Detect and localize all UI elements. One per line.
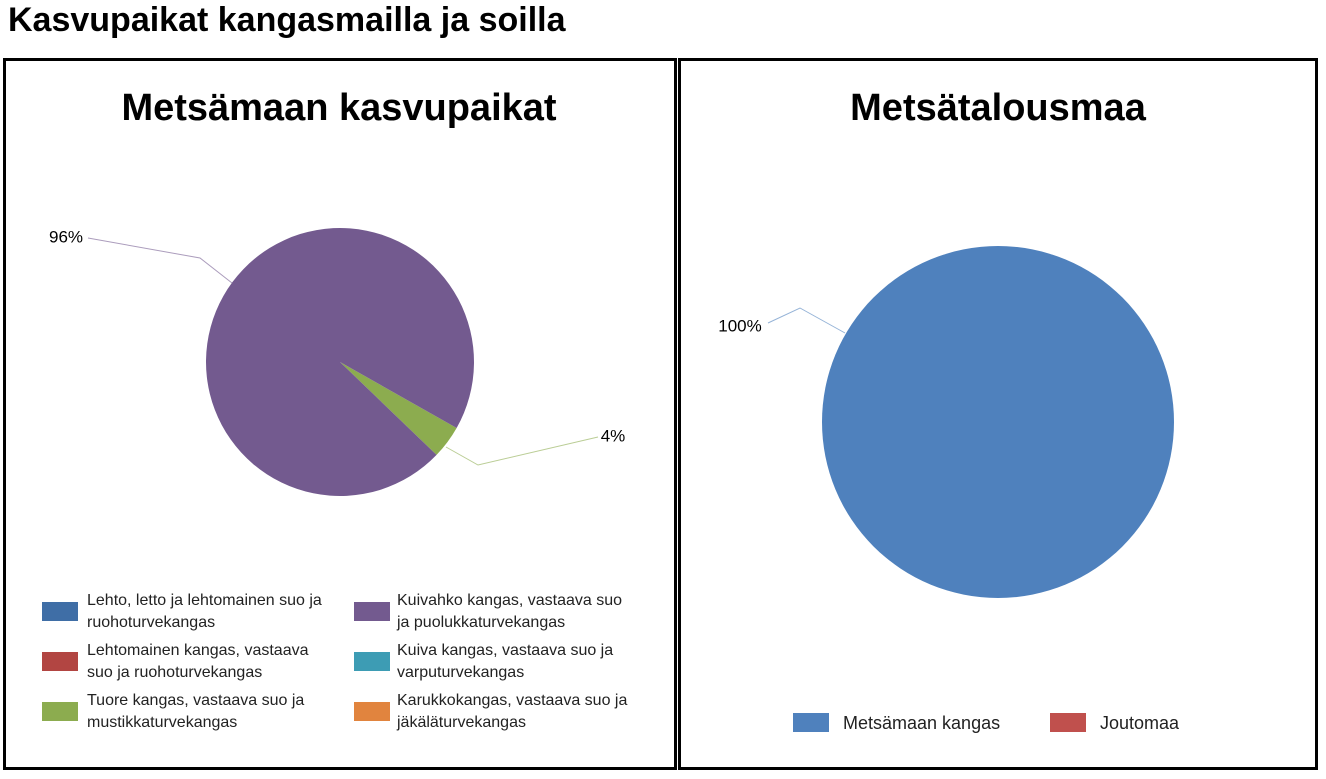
pie-slice <box>206 227 474 496</box>
data-label: 100% <box>718 316 761 335</box>
legend-swatch <box>354 602 390 621</box>
page-title: Kasvupaikat kangasmailla ja soilla <box>8 1 567 39</box>
legend-swatch <box>42 702 78 721</box>
legend-swatch <box>793 713 829 732</box>
panel-border <box>3 58 677 770</box>
leader-line <box>767 307 846 334</box>
legend-swatch <box>42 652 78 671</box>
leader-line <box>445 436 599 466</box>
pie-slice <box>340 362 457 455</box>
data-label: 4% <box>601 426 626 445</box>
legend-label: Karukkokangas, vastaava suo ja jäkälätur… <box>397 692 628 731</box>
legend-label: Kuivahko kangas, vastaava suo ja puolukk… <box>397 592 623 631</box>
leader-line <box>87 237 233 284</box>
panel-border <box>678 58 1318 770</box>
chart-title: Metsätalousmaa <box>850 87 1147 129</box>
data-label: 96% <box>49 227 83 246</box>
legend-swatch <box>42 602 78 621</box>
legend-label: Joutomaa <box>1100 713 1180 733</box>
pie-slice <box>822 246 1174 598</box>
legend-swatch <box>354 702 390 721</box>
legend-label: Metsämaan kangas <box>843 713 1001 733</box>
legend-label: Lehto, letto ja lehtomainen suo ja ruoho… <box>87 592 322 631</box>
legend-label: Kuiva kangas, vastaava suo ja varputurve… <box>397 642 614 681</box>
legend-label: Lehtomainen kangas, vastaava suo ja ruoh… <box>87 642 309 681</box>
legend-swatch <box>1050 713 1086 732</box>
legend-label: Tuore kangas, vastaava suo ja mustikkatu… <box>87 692 305 731</box>
legend-swatch <box>354 652 390 671</box>
chart-title: Metsämaan kasvupaikat <box>121 87 556 129</box>
